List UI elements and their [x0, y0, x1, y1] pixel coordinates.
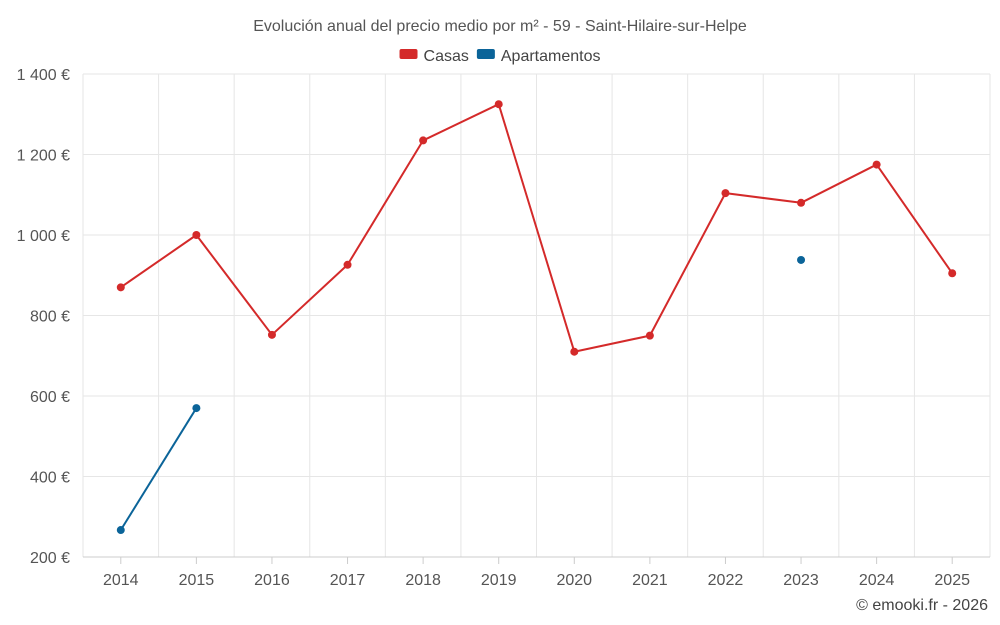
- series-line: [119, 407, 198, 531]
- chart-title: Evolución anual del precio medio por m² …: [253, 18, 747, 35]
- data-point[interactable]: [948, 269, 957, 278]
- data-point[interactable]: [419, 136, 428, 145]
- x-tick-label: 2023: [783, 572, 819, 589]
- credit-text: © emooki.fr - 2026: [856, 597, 988, 614]
- legend-swatch: [476, 49, 495, 59]
- legend-item-apartamentos[interactable]: Apartamentos: [476, 48, 601, 65]
- series-casas: [116, 100, 957, 356]
- x-tick-label: 2020: [556, 572, 592, 589]
- x-tick-label: 2015: [179, 572, 215, 589]
- legend: Casas Apartamentos: [399, 48, 601, 65]
- series-apartamentos: [116, 255, 806, 535]
- data-point[interactable]: [872, 160, 881, 169]
- data-point[interactable]: [116, 526, 125, 535]
- x-tick-label: 2018: [405, 572, 441, 589]
- data-point[interactable]: [192, 404, 201, 413]
- y-tick-label: 1 000 €: [17, 228, 70, 245]
- y-tick-label: 800 €: [30, 309, 70, 326]
- legend-item-casas[interactable]: Casas: [399, 48, 469, 65]
- x-tick-label: 2022: [708, 572, 744, 589]
- x-tick-label: 2016: [254, 572, 290, 589]
- data-point[interactable]: [267, 330, 276, 339]
- data-point[interactable]: [494, 100, 503, 109]
- x-tick-label: 2024: [859, 572, 895, 589]
- x-tick-label: 2021: [632, 572, 668, 589]
- x-tick-label: 2017: [330, 572, 366, 589]
- data-point[interactable]: [116, 283, 125, 292]
- data-point[interactable]: [343, 260, 352, 269]
- data-point[interactable]: [721, 189, 730, 198]
- data-point[interactable]: [192, 231, 201, 239]
- y-tick-label: 1 200 €: [17, 148, 70, 165]
- legend-label: Casas: [424, 48, 469, 65]
- y-tick-label: 600 €: [30, 389, 70, 406]
- legend-label: Apartamentos: [501, 48, 601, 65]
- legend-swatch: [399, 49, 418, 59]
- axes: 200 € 400 € 600 € 800 € 1 000 € 1 200 € 1 400 …: [17, 67, 990, 589]
- data-point[interactable]: [570, 347, 579, 356]
- x-tick-label: 2019: [481, 572, 517, 589]
- y-tick-label: 400 €: [30, 470, 70, 487]
- x-tick-label: 2025: [934, 572, 970, 589]
- series-line: [120, 103, 954, 353]
- series: [116, 100, 957, 535]
- data-point[interactable]: [797, 255, 806, 264]
- data-point[interactable]: [645, 331, 654, 340]
- grid: [82, 73, 991, 558]
- y-tick-label: 200 €: [30, 550, 70, 567]
- y-tick-label: 1 400 €: [17, 67, 70, 84]
- data-point[interactable]: [797, 198, 806, 207]
- x-tick-label: 2014: [103, 572, 139, 589]
